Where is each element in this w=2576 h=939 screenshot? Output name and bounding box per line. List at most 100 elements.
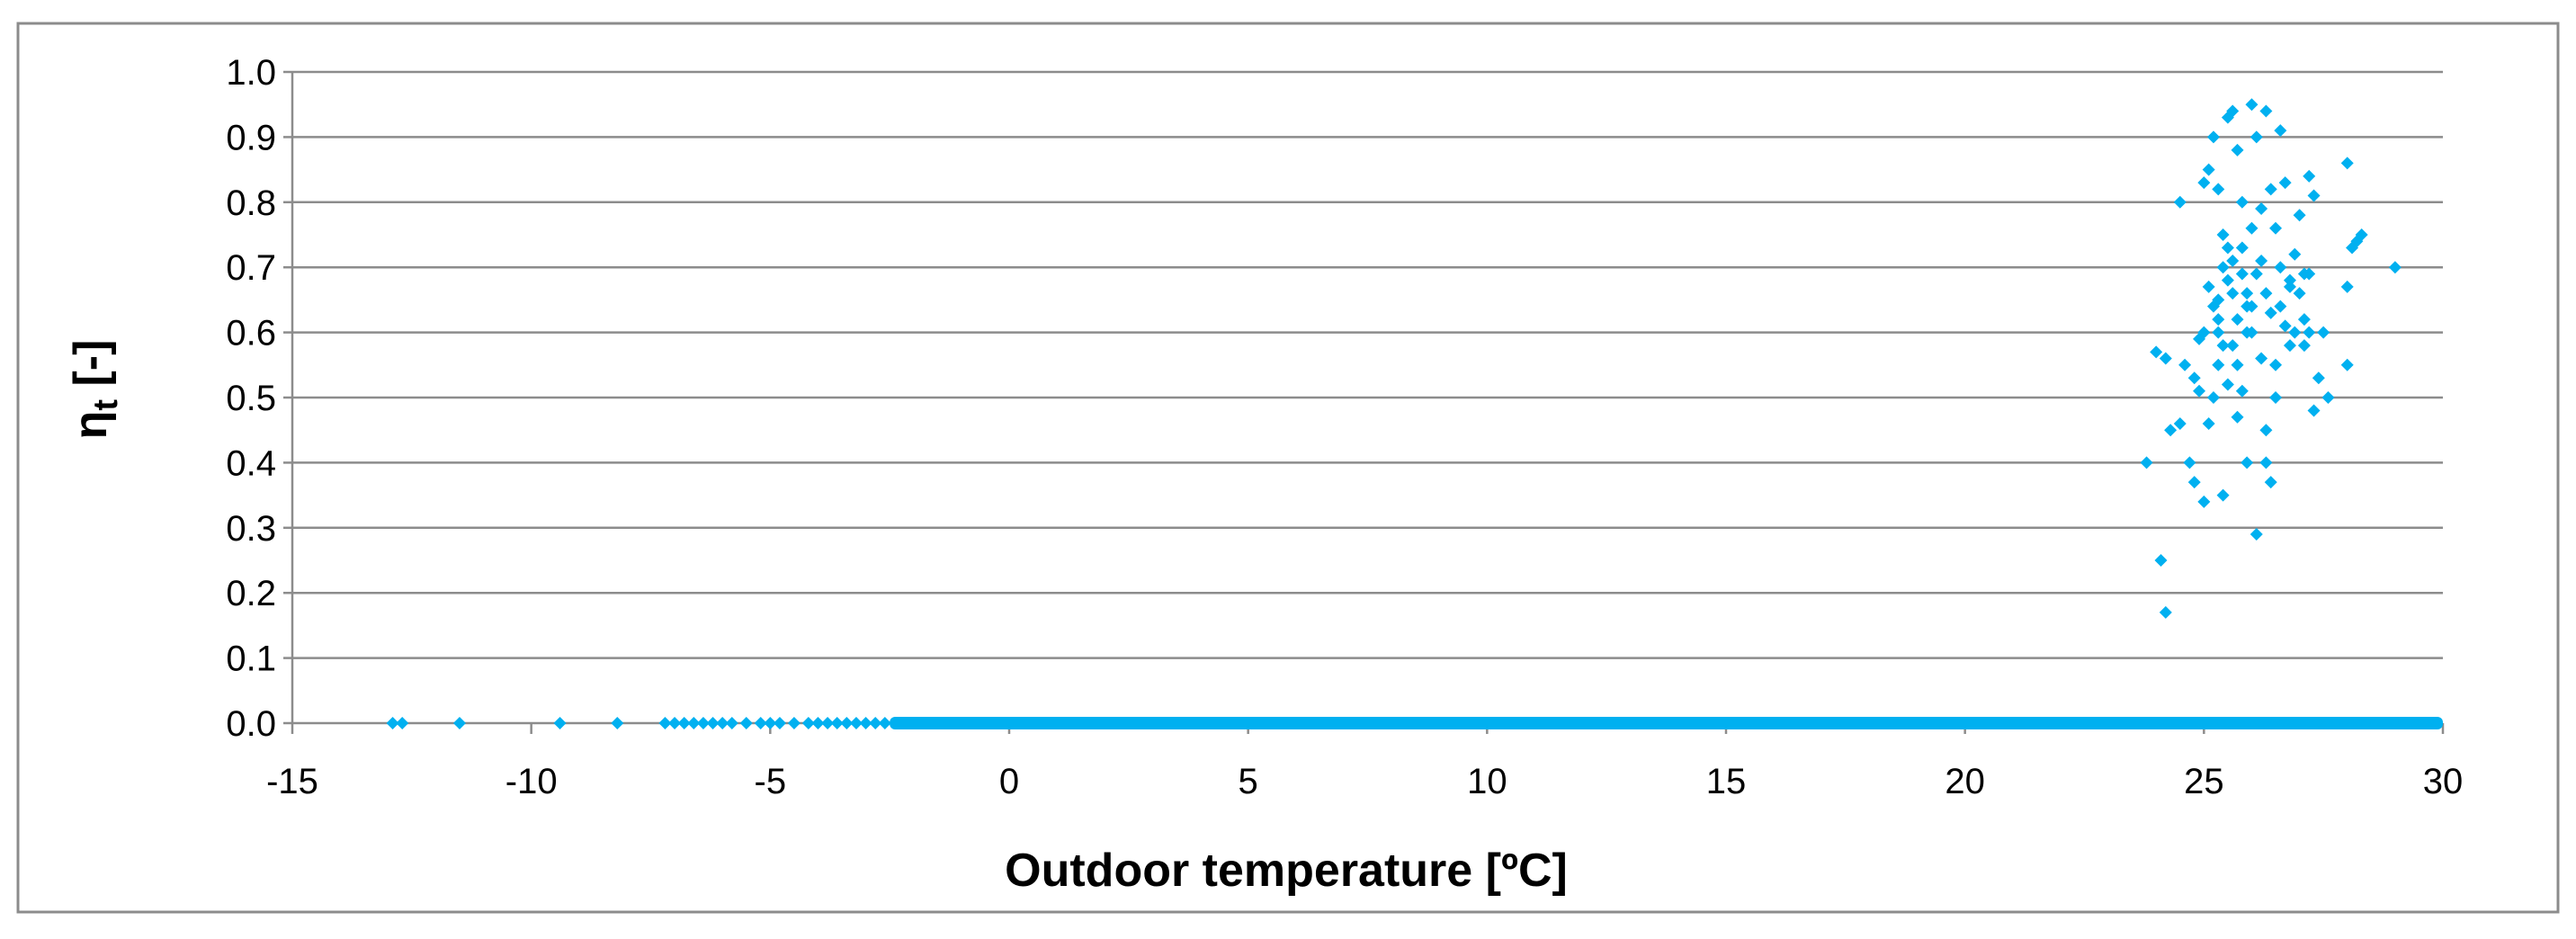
data-point	[2303, 326, 2316, 339]
data-point	[2340, 358, 2354, 371]
data-point	[2216, 228, 2230, 241]
data-point	[2226, 339, 2240, 353]
data-point	[716, 717, 729, 729]
data-point	[2164, 424, 2178, 437]
data-point	[2283, 280, 2296, 293]
y-tick-label: 0.6	[226, 314, 276, 353]
data-point	[2274, 300, 2287, 313]
data-point	[2197, 176, 2211, 190]
x-tick-label: -15	[266, 762, 318, 801]
y-axis-ticks: 0.0 0.1 0.2 0.3 0.4 0.5 0.6 0.7 0.8 0.9 1.0	[226, 53, 276, 744]
x-tick-label: 0	[999, 762, 1019, 801]
data-point	[2216, 261, 2230, 274]
x-tick-label: -10	[505, 762, 558, 801]
data-point	[2221, 273, 2234, 287]
data-point	[2212, 358, 2225, 371]
data-point	[2340, 156, 2354, 170]
data-point	[2241, 287, 2254, 300]
data-point	[2212, 183, 2225, 196]
data-point	[2193, 384, 2206, 398]
data-point	[2264, 183, 2277, 196]
y-tick-label: 0.4	[226, 443, 276, 483]
y-tick-label: 0.1	[226, 639, 276, 679]
data-point	[2154, 554, 2168, 567]
x-axis-title: Outdoor temperature [ºC]	[1005, 845, 1568, 897]
data-point	[2178, 358, 2192, 371]
data-point	[2202, 416, 2215, 430]
grid-lines	[283, 70, 2443, 725]
data-point	[2212, 326, 2225, 339]
data-point	[2221, 378, 2234, 391]
data-point	[2202, 163, 2215, 176]
data-point	[2245, 221, 2258, 235]
data-point	[2269, 358, 2283, 371]
y-tick-label: 0.7	[226, 248, 276, 288]
data-point	[2173, 416, 2187, 430]
y-tick-label: 0.3	[226, 509, 276, 549]
data-point	[553, 717, 567, 729]
data-points	[386, 98, 2443, 729]
x-axis-ticks: -15 -10 -5 0 5 10 15 20 25 30	[266, 723, 2463, 801]
data-point	[2231, 143, 2244, 156]
data-point	[452, 717, 466, 729]
data-point	[687, 717, 701, 729]
data-point	[859, 717, 872, 729]
data-point	[2388, 261, 2402, 274]
data-point	[2350, 235, 2364, 248]
data-point	[811, 717, 825, 729]
data-point	[2187, 371, 2201, 385]
data-point	[2288, 247, 2302, 261]
data-point	[2278, 319, 2292, 333]
data-point	[2293, 209, 2306, 222]
data-point	[2159, 605, 2172, 619]
data-point	[706, 717, 720, 729]
data-point	[2255, 202, 2268, 216]
data-point	[2297, 339, 2311, 353]
data-point	[2250, 528, 2263, 541]
data-point	[2206, 391, 2220, 404]
data-point	[2241, 300, 2254, 313]
data-point	[2245, 326, 2258, 339]
data-point	[764, 717, 777, 729]
data-point	[2202, 280, 2215, 293]
data-point	[2221, 241, 2234, 255]
data-point	[2250, 267, 2263, 281]
data-point	[2250, 130, 2263, 144]
data-point	[2303, 169, 2316, 183]
data-point	[2226, 287, 2240, 300]
data-point	[396, 717, 409, 729]
data-point	[2226, 104, 2240, 118]
data-point	[677, 717, 691, 729]
data-point	[668, 717, 682, 729]
data-point	[801, 717, 815, 729]
y-tick-label: 0.5	[226, 379, 276, 418]
data-point	[2307, 404, 2321, 417]
data-point	[2283, 273, 2296, 287]
data-point	[2231, 358, 2244, 371]
data-point	[2259, 456, 2273, 470]
y-tick-label: 0.9	[226, 118, 276, 157]
data-point	[2259, 287, 2273, 300]
data-point	[2197, 326, 2211, 339]
data-point	[2264, 306, 2277, 319]
x-tick-label: 5	[1239, 762, 1258, 801]
data-point	[878, 717, 891, 729]
data-point	[754, 717, 767, 729]
data-point	[2274, 124, 2287, 138]
data-point	[696, 717, 710, 729]
data-point	[2235, 241, 2249, 255]
data-point	[2255, 352, 2268, 365]
data-point	[2283, 339, 2296, 353]
data-point	[2303, 267, 2316, 281]
data-point	[2173, 195, 2187, 209]
data-point	[2231, 313, 2244, 326]
data-point	[2206, 130, 2220, 144]
data-point	[2241, 456, 2254, 470]
data-point	[2216, 488, 2230, 502]
data-point	[830, 717, 844, 729]
data-point	[2317, 326, 2330, 339]
data-point	[739, 717, 753, 729]
data-point	[611, 717, 624, 729]
data-point	[869, 717, 882, 729]
